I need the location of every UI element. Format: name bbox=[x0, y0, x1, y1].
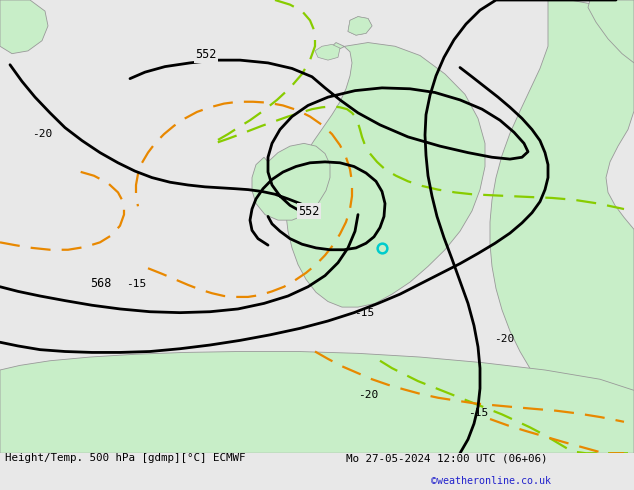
Text: 552: 552 bbox=[298, 205, 320, 218]
Text: -15: -15 bbox=[354, 308, 374, 318]
Text: Mo 27-05-2024 12:00 UTC (06+06): Mo 27-05-2024 12:00 UTC (06+06) bbox=[346, 453, 547, 463]
Text: Height/Temp. 500 hPa [gdmp][°C] ECMWF: Height/Temp. 500 hPa [gdmp][°C] ECMWF bbox=[5, 453, 245, 463]
Polygon shape bbox=[315, 45, 340, 60]
Text: -20: -20 bbox=[494, 334, 514, 344]
Polygon shape bbox=[0, 351, 634, 453]
Text: -15: -15 bbox=[126, 279, 146, 289]
Text: -20: -20 bbox=[358, 390, 378, 400]
Polygon shape bbox=[348, 17, 372, 35]
Text: 568: 568 bbox=[90, 277, 112, 290]
Text: ©weatheronline.co.uk: ©weatheronline.co.uk bbox=[431, 476, 551, 486]
Polygon shape bbox=[348, 17, 372, 35]
Polygon shape bbox=[0, 0, 48, 53]
Polygon shape bbox=[286, 43, 485, 307]
Text: -20: -20 bbox=[32, 129, 52, 139]
Polygon shape bbox=[588, 0, 634, 63]
Polygon shape bbox=[252, 144, 330, 220]
Text: -15: -15 bbox=[468, 408, 488, 418]
Polygon shape bbox=[490, 0, 634, 453]
Text: 552: 552 bbox=[195, 49, 216, 61]
